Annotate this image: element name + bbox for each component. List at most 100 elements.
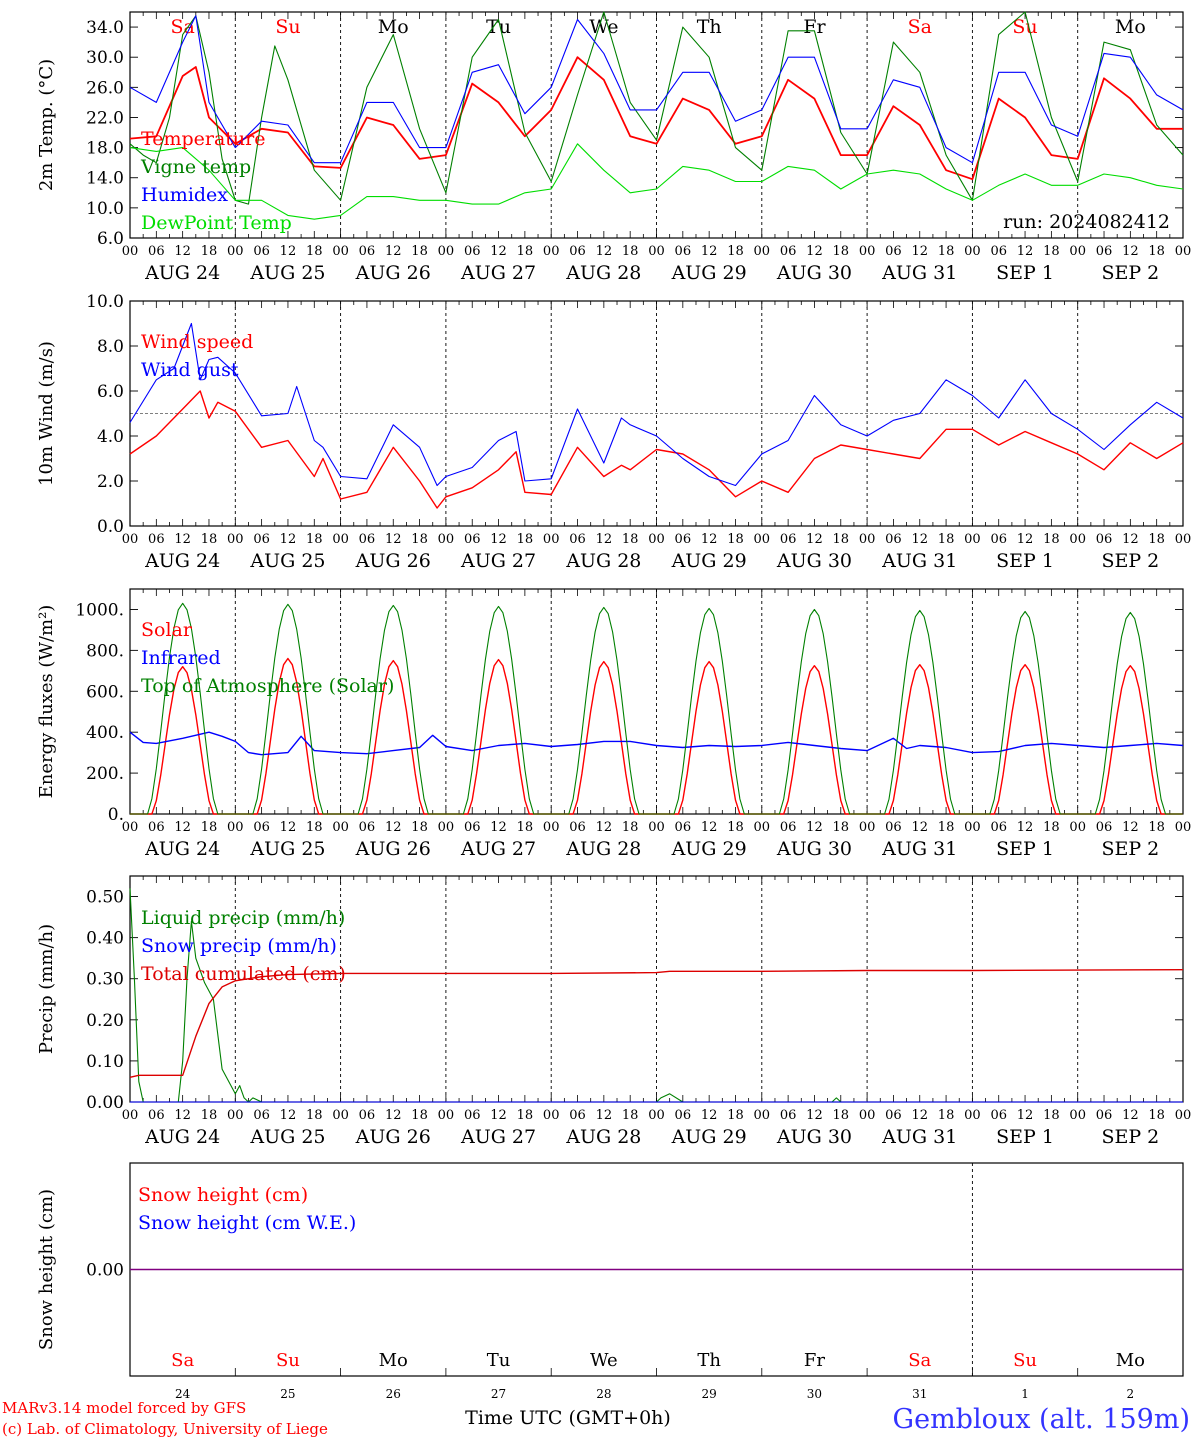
panel-2: 0.0 2.0 4.0 6.0 8.0 10.0 10m Wind (m/s) 00 06 12 1… [36, 292, 1191, 572]
y-tick-label: 800. [86, 641, 124, 661]
day-label: SEP 2 [1101, 550, 1159, 572]
hour-tick-label: 00 [438, 244, 455, 259]
hour-tick-label: 00 [754, 244, 771, 259]
series-group [129, 888, 1184, 1103]
hour-tick-label: 18 [622, 1108, 639, 1123]
hour-tick-label: 18 [1148, 244, 1165, 259]
day-label: AUG 25 [249, 550, 325, 572]
day-label: AUG 27 [460, 550, 536, 572]
hour-tick-label: 12 [806, 1108, 823, 1123]
panel-1: 6.0 10.0 14.0 18.0 22.0 26.0 30.0 34.0 2m Temp. … [36, 11, 1191, 284]
hour-tick-label: 12 [1017, 532, 1034, 547]
hour-tick-label: 06 [464, 820, 481, 835]
hour-tick-label: 18 [1148, 532, 1165, 547]
day-number-label: 27 [491, 1387, 506, 1401]
y-tick-label: 8.0 [97, 337, 124, 357]
hour-tick-label: 00 [227, 820, 244, 835]
series-line-temperature [129, 56, 1183, 181]
day-number-label: 2 [1127, 1387, 1135, 1401]
hour-tick-label: 18 [517, 820, 534, 835]
hour-tick-label: 06 [464, 244, 481, 259]
hour-tick-label: 18 [306, 820, 323, 835]
day-label: AUG 30 [776, 262, 852, 284]
hour-tick-label: 00 [543, 1108, 560, 1123]
hour-tick-label: 00 [754, 820, 771, 835]
run-annotation: run: 2024082412 [1003, 211, 1170, 233]
weekday-label: Tu [486, 16, 511, 38]
hour-tick-label: 18 [833, 532, 850, 547]
hour-tick-label: 00 [122, 820, 139, 835]
day-label: AUG 26 [355, 262, 431, 284]
hour-tick-label: 00 [438, 820, 455, 835]
hour-tick-label: 00 [648, 244, 665, 259]
series-group [129, 602, 1184, 815]
hour-tick-label: 00 [1069, 820, 1086, 835]
hour-tick-label: 00 [859, 532, 876, 547]
hour-tick-label: 12 [701, 1108, 718, 1123]
y-tick-label: 10.0 [86, 199, 124, 219]
day-number-label: 30 [807, 1387, 822, 1401]
hour-tick-label: 12 [911, 244, 928, 259]
weekday-label: Su [276, 1350, 300, 1371]
hour-tick-label: 06 [675, 244, 692, 259]
hour-tick-label: 06 [1096, 532, 1113, 547]
y-tick-label: 400. [86, 723, 124, 743]
hour-tick-label: 06 [569, 1108, 586, 1123]
hour-tick-label: 00 [964, 244, 981, 259]
hour-tick-label: 18 [517, 1108, 534, 1123]
hour-tick-label: 06 [990, 820, 1007, 835]
hour-tick-label: 06 [569, 532, 586, 547]
hour-tick-label: 00 [122, 1108, 139, 1123]
y-tick-label: 14.0 [86, 169, 124, 189]
hour-tick-label: 18 [1043, 244, 1060, 259]
hour-tick-label: 18 [306, 1108, 323, 1123]
hour-tick-label: 00 [438, 1108, 455, 1123]
hour-tick-label: 18 [622, 820, 639, 835]
hour-tick-label: 06 [780, 820, 797, 835]
legend-entry: Infrared [141, 647, 221, 669]
hour-tick-label: 12 [1122, 244, 1139, 259]
hour-tick-label: 06 [148, 532, 165, 547]
hour-tick-label: 12 [385, 820, 402, 835]
y-tick-label: 6.0 [97, 382, 124, 402]
hour-tick-label: 06 [464, 532, 481, 547]
hour-tick-label: 18 [727, 1108, 744, 1123]
legend-entry: Vigne temp [140, 156, 251, 178]
hour-tick-label: 06 [1096, 244, 1113, 259]
y-tick-label: 26.0 [86, 78, 124, 98]
series-group [129, 11, 1184, 220]
hour-tick-label: 00 [754, 1108, 771, 1123]
hour-tick-label: 06 [1096, 1108, 1113, 1123]
weekday-label: Mo [1115, 16, 1146, 38]
y-tick-label: 0.00 [86, 1093, 124, 1113]
y-tick-label: 6.0 [97, 229, 124, 249]
hour-tick-label: 18 [411, 1108, 428, 1123]
series-line-wind-speed [129, 390, 1184, 509]
hour-tick-label: 12 [385, 1108, 402, 1123]
hour-tick-label: 00 [1175, 820, 1192, 835]
hour-tick-label: 18 [517, 532, 534, 547]
day-label: AUG 28 [565, 262, 641, 284]
hour-tick-label: 12 [806, 532, 823, 547]
hour-tick-label: 12 [911, 820, 928, 835]
hour-tick-label: 12 [911, 532, 928, 547]
hour-tick-label: 06 [780, 532, 797, 547]
hour-tick-label: 12 [1017, 244, 1034, 259]
series-line-vigne-temp [129, 11, 1184, 205]
hour-tick-label: 00 [1069, 532, 1086, 547]
hour-tick-label: 18 [833, 820, 850, 835]
y-tick-label: 2.0 [97, 472, 124, 492]
day-number-label: 1 [1021, 1387, 1029, 1401]
day-label: SEP 1 [996, 838, 1054, 860]
weekday-label: Fr [804, 1350, 825, 1371]
weekday-label: Mo [379, 1350, 408, 1371]
hour-tick-label: 18 [727, 820, 744, 835]
hour-tick-label: 06 [359, 244, 376, 259]
hour-tick-label: 18 [833, 1108, 850, 1123]
hour-tick-label: 00 [859, 244, 876, 259]
day-label: AUG 30 [776, 1126, 852, 1148]
hour-tick-label: 12 [174, 1108, 191, 1123]
y-tick-label: 30.0 [86, 48, 124, 68]
hour-tick-label: 18 [201, 532, 218, 547]
